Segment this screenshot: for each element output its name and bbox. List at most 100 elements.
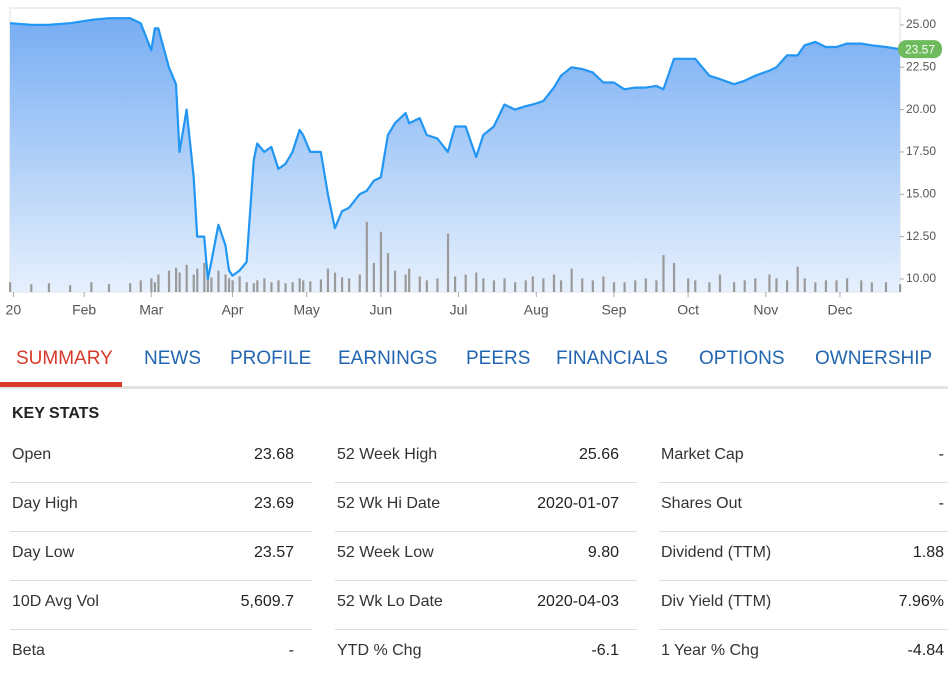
volume-bar	[672, 262, 676, 292]
y-tick-label: 20.00	[906, 102, 936, 116]
volume-bar	[870, 282, 873, 292]
volume-bar	[217, 270, 220, 292]
volume-bar	[167, 270, 171, 292]
volume-bar	[210, 277, 213, 292]
volume-bar	[178, 272, 181, 292]
stat-row: 1 Year % Chg -4.84	[659, 629, 948, 678]
stat-value: 5,609.7	[240, 593, 294, 610]
volume-bar	[174, 267, 178, 292]
volume-bar	[196, 268, 199, 292]
volume-bar	[203, 262, 206, 292]
tab[interactable]: OWNERSHIP	[815, 348, 933, 369]
volume-bar	[482, 278, 485, 292]
stat-label: 52 Wk Hi Date	[337, 495, 441, 512]
y-tick-label: 22.50	[906, 59, 936, 73]
volume-bar	[256, 280, 259, 292]
tab-bar: SUMMARY NEWS PROFILE EARNINGS PEERS FINANCIAL…	[0, 340, 948, 389]
volume-bar	[503, 278, 506, 292]
stat-label: Beta	[12, 642, 45, 659]
tab[interactable]: NEWS	[144, 348, 201, 369]
volume-bar	[408, 268, 411, 292]
volume-bar	[446, 233, 450, 292]
price-line	[9, 17, 901, 281]
volume-bar	[150, 278, 153, 292]
volume-bar	[814, 282, 817, 292]
volume-bar	[775, 278, 778, 292]
stat-value: -	[938, 446, 944, 463]
x-tick-label: Jul	[450, 302, 468, 318]
volume-bar	[531, 276, 534, 292]
tab[interactable]: FINANCIALS	[556, 348, 668, 369]
volume-bar	[425, 280, 428, 292]
x-tick-label: Oct	[677, 302, 699, 318]
stat-label: Day High	[12, 495, 78, 512]
tab[interactable]: SUMMARY	[16, 348, 113, 369]
stat-value: -	[288, 642, 294, 659]
stat-label: Div Yield (TTM)	[661, 593, 772, 610]
volume-bar	[107, 284, 111, 292]
x-tick-label: May	[293, 302, 319, 318]
volume-bar	[393, 270, 397, 292]
volume-bar	[309, 281, 312, 292]
stat-label: 52 Week Low	[337, 544, 434, 561]
last-price-label: 23.57	[905, 42, 935, 56]
volume-bar	[768, 274, 771, 292]
volume-bar	[884, 282, 888, 292]
volume-bar	[644, 278, 647, 292]
volume-bar	[129, 283, 132, 292]
x-tick-label: Aug	[524, 302, 549, 318]
volume-bar	[9, 282, 12, 292]
volume-bar	[743, 280, 746, 292]
volume-bar	[157, 274, 160, 292]
volume-bar	[231, 280, 234, 292]
volume-bar	[662, 255, 665, 292]
volume-bar	[464, 274, 467, 292]
stat-row: Day Low 23.57	[10, 531, 312, 581]
stat-label: 1 Year % Chg	[661, 642, 759, 659]
volume-bar	[581, 278, 584, 292]
x-tick-label: 20	[6, 302, 22, 318]
tab[interactable]: PROFILE	[230, 348, 312, 369]
stat-row: Dividend (TTM) 1.88	[659, 531, 948, 581]
y-tick-label: 17.50	[906, 144, 936, 158]
volume-bar	[835, 280, 838, 292]
volume-bar	[270, 282, 273, 292]
volume-bar	[475, 272, 478, 292]
volume-bar	[252, 283, 255, 292]
stat-row: 52 Wk Hi Date 2020-01-07	[335, 482, 637, 532]
volume-bar	[718, 274, 722, 292]
volume-bar	[224, 274, 227, 292]
tab[interactable]: EARNINGS	[338, 348, 438, 369]
y-tick-label: 12.50	[906, 229, 936, 243]
last-price-badge	[898, 40, 942, 59]
volume-bar	[418, 276, 421, 292]
stat-label: Market Cap	[661, 446, 744, 463]
stat-label: 52 Week High	[337, 446, 438, 463]
volume-bar	[298, 278, 301, 292]
volume-bar	[454, 276, 457, 292]
volume-bar	[291, 282, 294, 292]
tab[interactable]: OPTIONS	[699, 348, 785, 369]
stat-label: 52 Wk Lo Date	[337, 593, 443, 610]
stat-value: 2020-01-07	[537, 495, 619, 512]
tab[interactable]: PEERS	[466, 348, 531, 369]
y-tick-label: 25.00	[906, 17, 936, 31]
volume-bar	[899, 284, 902, 292]
volume-bar	[733, 282, 736, 292]
volume-bar	[277, 280, 280, 292]
volume-bar	[185, 264, 188, 292]
volume-bar	[263, 278, 266, 292]
stat-row: YTD % Chg -6.1	[335, 629, 637, 678]
x-tick-label: Jun	[370, 302, 393, 318]
volume-bar	[379, 231, 383, 292]
x-tick-label: Apr	[222, 302, 244, 318]
volume-bar	[153, 282, 157, 292]
volume-bar	[694, 280, 697, 292]
x-tick-label: Mar	[139, 302, 163, 318]
stat-value: 2020-04-03	[537, 593, 619, 610]
volume-bar	[559, 280, 563, 292]
stat-value: 23.69	[253, 495, 294, 512]
stat-row: 52 Week Low 9.80	[335, 531, 637, 581]
chart: 10.00 12.50 15.00 17.50 20.00 22.50 25.00 20 Feb…	[6, 7, 942, 318]
x-tick-label: Sep	[601, 302, 626, 318]
